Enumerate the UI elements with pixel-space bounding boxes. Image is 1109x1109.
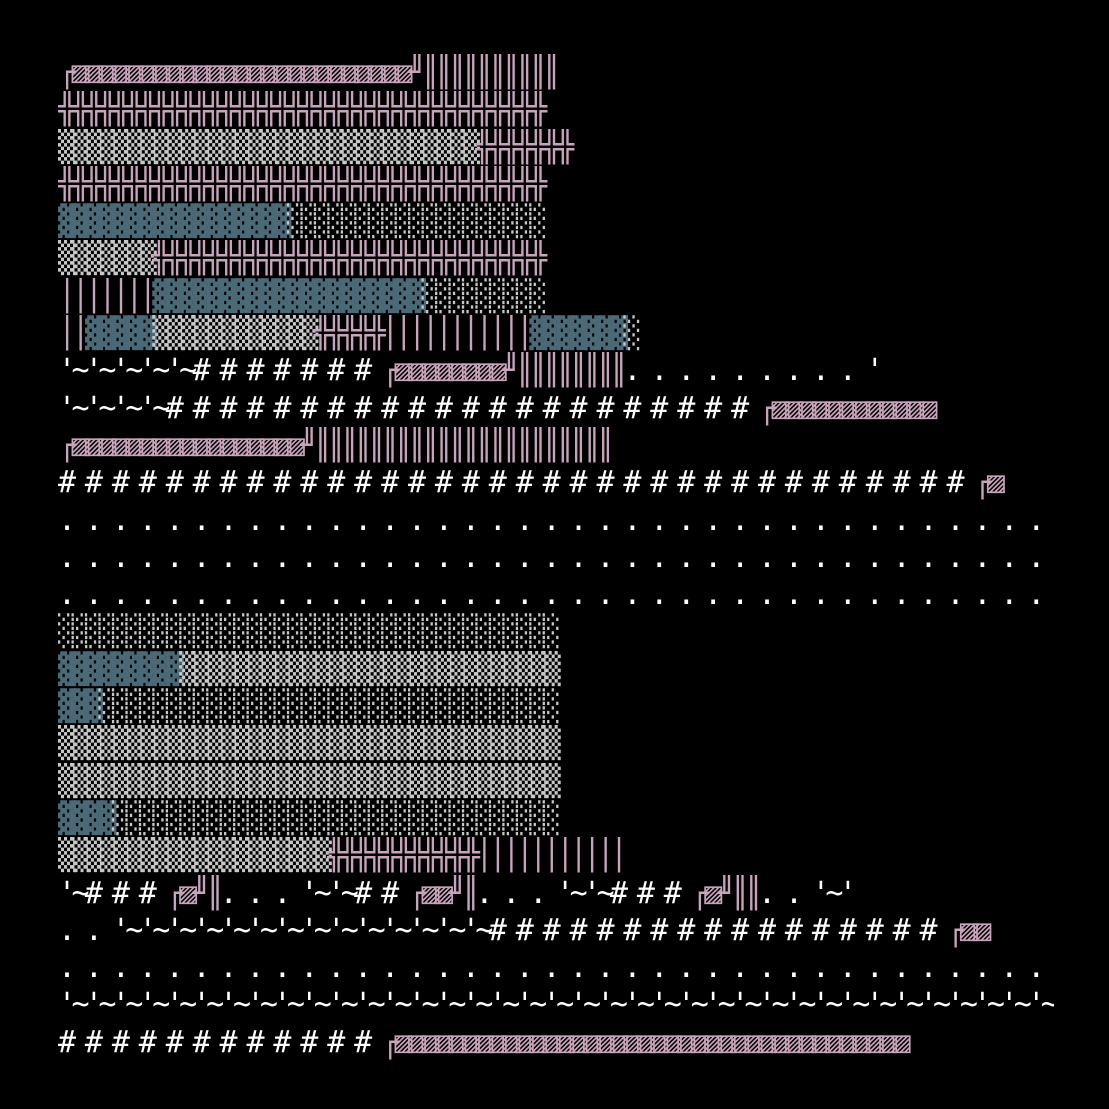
art-segment: ░░░░░░░░░ <box>421 278 547 314</box>
art-segment: '~'~'~'~'~'~'~'~'~'~'~'~'~'~'~'~'~'~'~'~… <box>58 987 1054 1023</box>
art-segment: . . '~' <box>758 875 857 911</box>
art-segment: ▓▓▓▓▓ <box>84 316 157 352</box>
art-segment: ┌▨╜║ <box>165 875 224 911</box>
art-segment: ┌▨▨▨▨▨▨▨▨╜║║║║║║║║ <box>381 353 628 389</box>
art-segment: ░░░░░░░░░░░░░░░░░░░░░░░░░░░░░░░░░░ <box>98 689 560 725</box>
art-row: │││││││▓▓▓▓▓▓▓▓▓▓▓▓▓▓▓▓▓▓▓▓░░░░░░░░░ <box>58 278 1054 315</box>
art-row: ▓▓▓░░░░░░░░░░░░░░░░░░░░░░░░░░░░░░░░░░ <box>58 688 1054 725</box>
art-segment: ╬╬╬╬╬╬╬ <box>475 129 574 165</box>
art-segment: ▓▓▓▓▓▓▓ <box>529 316 628 352</box>
art-segment: ▒▒▒▒▒▒▒▒▒▒▒▒▒▒▒▒▒▒▒▒▒▒▒▒▒▒▒▒▒▒▒ <box>58 129 480 165</box>
art-segment: ▒▒▒▒▒▒▒▒▒▒▒▒ <box>152 316 318 352</box>
art-segment: ┌▨▨▨▨▨▨▨▨▨▨▨▨▨▨▨▨▨▨▨▨▨▨▨▨▨▨▨▨▨▨▨▨▨▨▨▨▨▨ <box>381 1024 911 1060</box>
art-segment: '~'~'~'~'~# # # # # # # <box>58 353 382 389</box>
art-row: '~'~'~'~'~# # # # # # # ┌▨▨▨▨▨▨▨▨╜║║║║║║… <box>58 352 1054 389</box>
art-row: ┌▨▨▨▨▨▨▨▨▨▨▨▨▨▨▨▨▨╜║║║║║║║║║║║║║║║║║║║║║… <box>58 427 1054 464</box>
art-segment: . . . . . . . . . . . . . . . . . . . . … <box>58 539 1054 575</box>
art-row: '~'~'~'~# # # # # # # # # # # # # # # # … <box>58 390 1054 427</box>
art-row: ┌▨▨▨▨▨▨▨▨▨▨▨▨▨▨▨▨▨▨▨▨▨▨▨▨▨╜║║║║║║║║║║ <box>58 54 1054 91</box>
art-segment: ▒▒▒▒▒▒▒ <box>58 241 157 277</box>
art-row: ░░░░░░░░░░░░░░░░░░░░░░░░░░░░░░░░░░░░░ <box>58 613 1054 650</box>
art-row: ▒▒▒▒▒▒▒▒▒▒▒▒▒▒▒▒▒▒▒▒╬╬╬╬╬╬╬╬╬╬╬│││││││││… <box>58 837 1054 874</box>
art-segment: ╬╬╬╬╬╬╬╬╬╬╬╬╬╬╬╬╬╬╬╬╬╬╬╬╬╬╬╬╬╬╬╬╬╬╬╬ <box>58 92 547 128</box>
art-segment: ┌▨ <box>973 465 1005 501</box>
art-segment: ▒▒▒▒▒▒▒▒▒▒▒▒▒▒▒▒▒▒▒▒ <box>58 838 332 874</box>
art-segment: ╬╬╬╬╬╬╬╬╬╬╬│││││││││││ <box>327 838 628 874</box>
ascii-art-canvas: ┌▨▨▨▨▨▨▨▨▨▨▨▨▨▨▨▨▨▨▨▨▨▨▨▨▨╜║║║║║║║║║║ ╬╬╬… <box>58 54 1054 1060</box>
art-row: ▒▒▒▒▒▒▒▒▒▒▒▒▒▒▒▒▒▒▒▒▒▒▒▒▒▒▒▒▒▒▒╬╬╬╬╬╬╬ <box>58 129 1054 166</box>
art-row: ▒▒▒▒▒▒▒▒▒▒▒▒▒▒▒▒▒▒▒▒▒▒▒▒▒▒▒▒▒▒▒▒▒▒▒▒▒ <box>58 725 1054 762</box>
art-segment: ▒▒▒▒▒▒▒▒▒▒▒▒▒▒▒▒▒▒▒▒▒▒▒▒▒▒▒▒▒▒▒▒▒▒▒▒▒ <box>58 726 561 762</box>
art-segment: . . . '~'~# # # <box>475 875 691 911</box>
art-segment: ┌▨▨▨▨▨▨▨▨▨▨▨▨ <box>758 390 938 426</box>
art-segment: ▓▓▓▓▓▓▓▓▓ <box>58 651 184 687</box>
art-segment: ┌▨╜║║ <box>690 875 763 911</box>
art-segment: ▓▓▓▓▓▓▓▓▓▓▓▓▓▓▓▓▓ <box>58 204 291 240</box>
art-segment: ▓▓▓▓ <box>58 800 116 836</box>
art-row: '~'~'~'~'~'~'~'~'~'~'~'~'~'~'~'~'~'~'~'~… <box>58 986 1054 1023</box>
art-row: ▓▓▓▓▓▓▓▓▓▓▓▓▓▓▓▓▓░░░░░░░░░░░░░░░░░░░ <box>58 203 1054 240</box>
art-row: . . . . . . . . . . . . . . . . . . . . … <box>58 539 1054 576</box>
art-row: ▓▓▓▓░░░░░░░░░░░░░░░░░░░░░░░░░░░░░░░░░ <box>58 800 1054 837</box>
art-segment: ┌▨▨▨▨▨▨▨▨▨▨▨▨▨▨▨▨▨╜║║║║║║║║║║║║║║║║║║║║║… <box>58 427 615 463</box>
art-segment: ▒▒▒▒▒▒▒▒▒▒▒▒▒▒▒▒▒▒▒▒▒▒▒▒▒▒▒▒ <box>179 651 561 687</box>
art-row: ▒▒▒▒▒▒▒▒▒▒▒▒▒▒▒▒▒▒▒▒▒▒▒▒▒▒▒▒▒▒▒▒▒▒▒▒▒ <box>58 763 1054 800</box>
art-row: . . . . . . . . . . . . . . . . . . . . … <box>58 576 1054 613</box>
art-segment: ╬╬╬╬╬╬╬╬╬╬╬╬╬╬╬╬╬╬╬╬╬╬╬╬╬╬╬╬╬ <box>152 241 547 277</box>
art-segment: '~# # # <box>58 875 166 911</box>
art-segment: '~'~'~'~# # # # # # # # # # # # # # # # … <box>58 390 758 426</box>
art-segment: ┌▨▨╜║ <box>408 875 480 911</box>
art-segment: ▒▒▒▒▒▒▒▒▒▒▒▒▒▒▒▒▒▒▒▒▒▒▒▒▒▒▒▒▒▒▒▒▒▒▒▒▒ <box>58 763 561 799</box>
art-row: . . . . . . . . . . . . . . . . . . . . … <box>58 949 1054 986</box>
art-segment: ┌▨▨ <box>946 912 991 948</box>
art-segment: ▓▓▓ <box>58 689 103 725</box>
art-segment: . . . '~'~# # <box>219 875 409 911</box>
art-row: . . '~'~'~'~'~'~'~'~'~'~'~'~'~'~# # # # … <box>58 912 1054 949</box>
art-row: ││▓▓▓▓▓▒▒▒▒▒▒▒▒▒▒▒▒╬╬╬╬╬│││││││││││▓▓▓▓▓… <box>58 315 1054 352</box>
art-row: # # # # # # # # # # # # # # # # # # # # … <box>58 464 1054 501</box>
art-segment: │││││││ <box>58 278 157 314</box>
art-segment: . . . . . . . . . . . . . . . . . . . . … <box>58 502 1054 538</box>
art-segment: ▓▓▓▓▓▓▓▓▓▓▓▓▓▓▓▓▓▓▓▓ <box>152 278 426 314</box>
art-segment: ╬╬╬╬╬╬╬╬╬╬╬╬╬╬╬╬╬╬╬╬╬╬╬╬╬╬╬╬╬╬╬╬╬╬╬╬ <box>58 166 547 202</box>
art-segment: ╬╬╬╬╬│││││││││││ <box>313 316 534 352</box>
art-row: # # # # # # # # # # # # ┌▨▨▨▨▨▨▨▨▨▨▨▨▨▨▨… <box>58 1024 1054 1060</box>
art-segment: . . '~'~'~'~'~'~'~'~'~'~'~'~'~'~# # # # … <box>58 912 947 948</box>
art-segment: ░░░░░░░░░░░░░░░░░░░░░░░░░░░░░░░░░ <box>111 800 561 836</box>
art-row: ╬╬╬╬╬╬╬╬╬╬╬╬╬╬╬╬╬╬╬╬╬╬╬╬╬╬╬╬╬╬╬╬╬╬╬╬ <box>58 91 1054 128</box>
art-segment: ░░░░░░░░░░░░░░░░░░░░░░░░░░░░░░░░░░░░░ <box>58 614 561 650</box>
art-segment: . . . . . . . . . . . . . . . . . . . . … <box>58 577 1054 613</box>
art-row: ▓▓▓▓▓▓▓▓▓▒▒▒▒▒▒▒▒▒▒▒▒▒▒▒▒▒▒▒▒▒▒▒▒▒▒▒▒ <box>58 651 1054 688</box>
art-row: ▒▒▒▒▒▒▒╬╬╬╬╬╬╬╬╬╬╬╬╬╬╬╬╬╬╬╬╬╬╬╬╬╬╬╬╬ <box>58 240 1054 277</box>
art-row: . . . . . . . . . . . . . . . . . . . . … <box>58 502 1054 539</box>
art-segment: . . . . . . . . . ' <box>623 353 883 389</box>
art-segment: ┌▨▨▨▨▨▨▨▨▨▨▨▨▨▨▨▨▨▨▨▨▨▨▨▨▨╜║║║║║║║║║║ <box>58 55 561 90</box>
art-segment: ░ <box>623 316 641 352</box>
art-segment: ││ <box>58 316 90 352</box>
art-segment: . . . . . . . . . . . . . . . . . . . . … <box>58 950 1045 986</box>
art-segment: # # # # # # # # # # # # <box>58 1024 382 1060</box>
art-segment: ░░░░░░░░░░░░░░░░░░░ <box>286 204 547 240</box>
art-row: '~# # # ┌▨╜║. . . '~'~# # ┌▨▨╜║. . . '~'… <box>58 875 1054 912</box>
art-row: ╬╬╬╬╬╬╬╬╬╬╬╬╬╬╬╬╬╬╬╬╬╬╬╬╬╬╬╬╬╬╬╬╬╬╬╬ <box>58 166 1054 203</box>
art-segment: # # # # # # # # # # # # # # # # # # # # … <box>58 465 974 501</box>
